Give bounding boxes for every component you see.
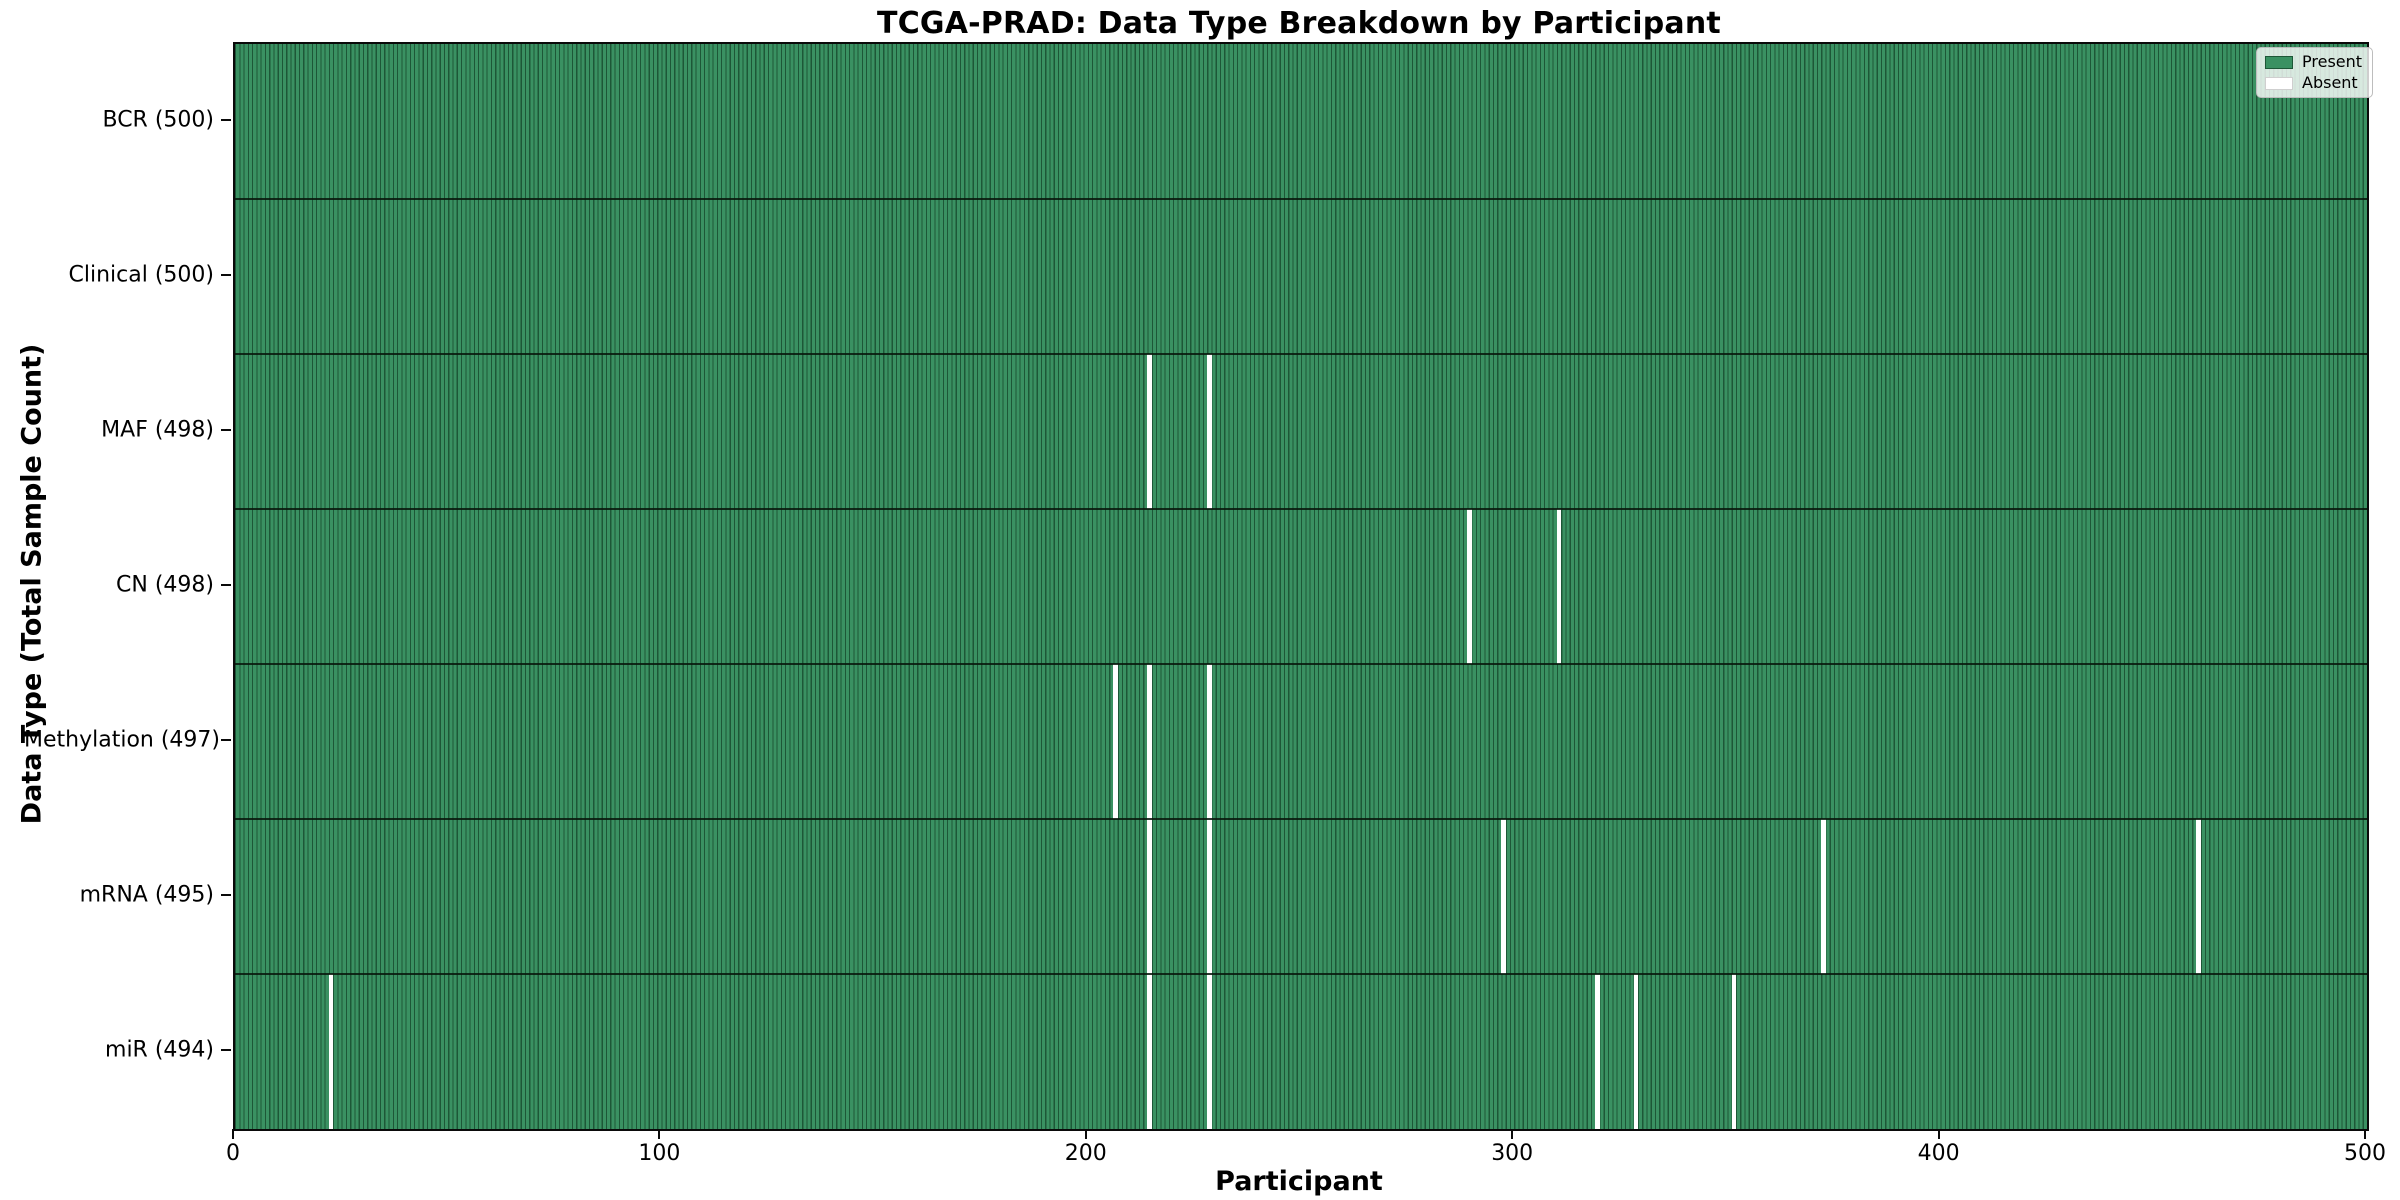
row-separator (235, 663, 2367, 665)
x-tick-label-500: 500 (2344, 1141, 2386, 1166)
row-separator (235, 353, 2367, 355)
absent-marker (1556, 509, 1562, 664)
y-tick-label-clinical: Clinical (500) (68, 262, 214, 287)
absent-marker (1147, 354, 1153, 509)
absent-marker (1207, 974, 1212, 1129)
row-mrna (235, 819, 2367, 974)
x-tick-mark (1937, 1129, 1940, 1139)
row-separator (235, 818, 2367, 820)
x-tick-label-200: 200 (1064, 1141, 1107, 1166)
x-tick-mark (1084, 1129, 1087, 1139)
row-mir (235, 974, 2367, 1129)
y-tick-label-bcr: BCR (500) (102, 107, 214, 132)
y-tick-mark (221, 738, 231, 741)
y-tick-mark (221, 893, 231, 896)
x-tick-label-100: 100 (638, 1141, 681, 1166)
absent-marker (328, 974, 334, 1129)
x-axis-label: Participant (1215, 1166, 1383, 1197)
absent-marker (1467, 509, 1472, 664)
absent-marker (1731, 974, 1737, 1129)
row-separator (235, 508, 2367, 510)
y-tick-mark (221, 583, 231, 586)
row-bcr (235, 44, 2367, 199)
absent-marker (1147, 974, 1153, 1129)
row-clinical (235, 199, 2367, 354)
absent-marker (1207, 664, 1212, 819)
y-tick-label-mrna: mRNA (495) (79, 882, 214, 907)
row-separator (235, 198, 2367, 200)
y-tick-mark (221, 118, 231, 121)
x-tick-label-0: 0 (226, 1141, 240, 1166)
absent-marker (1147, 664, 1153, 819)
absent-marker (1207, 819, 1212, 974)
x-tick-label-300: 300 (1491, 1141, 1534, 1166)
chart-title: TCGA-PRAD: Data Type Breakdown by Partic… (877, 6, 1721, 41)
y-tick-mark (221, 1048, 231, 1051)
y-tick-mark (221, 273, 231, 276)
row-methylation (235, 664, 2367, 819)
legend-label-present: Present (2302, 52, 2363, 71)
legend-item-present: Present (2265, 54, 2362, 70)
row-cn (235, 509, 2367, 664)
y-tick-label-mir: miR (494) (105, 1037, 214, 1062)
y-tick-label-cn: CN (498) (116, 572, 214, 597)
y-tick-label-maf: MAF (498) (101, 417, 214, 442)
absent-marker (1633, 974, 1639, 1129)
y-tick-mark (221, 428, 231, 431)
absent-marker (1595, 974, 1600, 1129)
absent-marker (1501, 819, 1506, 974)
x-tick-mark (658, 1129, 661, 1139)
absent-swatch-icon (2265, 76, 2293, 90)
legend-label-absent: Absent (2302, 73, 2358, 92)
absent-marker (1207, 354, 1212, 509)
plot-area (233, 42, 2369, 1131)
row-maf (235, 354, 2367, 509)
x-tick-mark (1511, 1129, 1514, 1139)
x-tick-mark (2364, 1129, 2366, 1139)
legend-item-absent: Absent (2265, 75, 2362, 91)
y-tick-label-methylation: Methylation (497) (24, 727, 220, 752)
absent-marker (2196, 819, 2201, 974)
absent-marker (1113, 664, 1118, 819)
absent-marker (1147, 819, 1153, 974)
present-swatch-icon (2265, 55, 2293, 69)
legend: Present Absent (2256, 47, 2374, 98)
absent-marker (1821, 819, 1826, 974)
x-tick-label-400: 400 (1917, 1141, 1960, 1166)
row-separator (235, 973, 2367, 975)
x-tick-mark (232, 1129, 234, 1139)
